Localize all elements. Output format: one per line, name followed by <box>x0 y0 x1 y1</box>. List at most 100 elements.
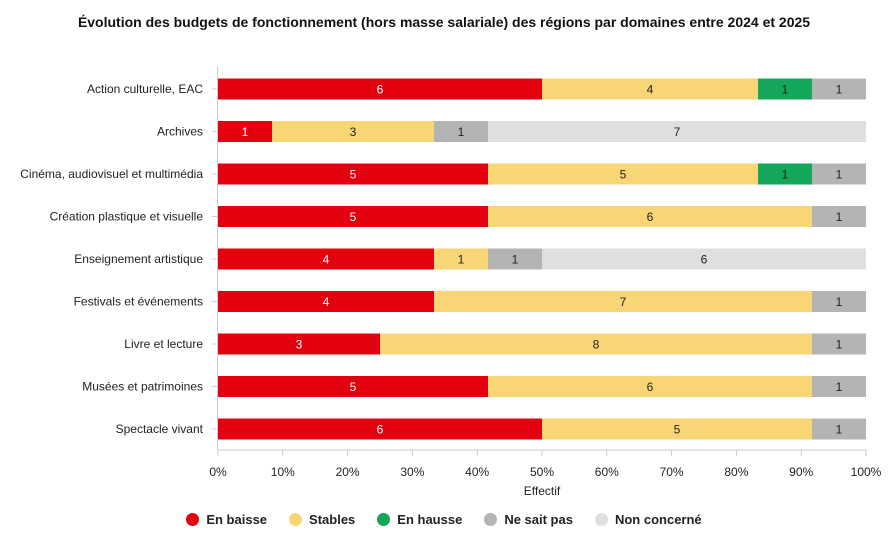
bar-segment <box>542 248 866 270</box>
data-label: 6 <box>377 83 384 97</box>
legend-label: En baisse <box>206 512 268 527</box>
category-label: Spectacle vivant <box>116 422 204 436</box>
data-label: 6 <box>647 210 654 224</box>
bar-segment <box>218 291 434 312</box>
category-label: Cinéma, audiovisuel et multimédia <box>20 167 203 181</box>
data-label: 8 <box>593 338 600 352</box>
bar-segment <box>542 418 812 440</box>
bar-segment <box>434 121 488 142</box>
legend-item[interactable]: Non concerné <box>594 512 702 527</box>
data-label: 7 <box>674 125 681 139</box>
data-label: 4 <box>647 83 654 97</box>
data-label: 5 <box>350 168 357 182</box>
bar-segment <box>812 418 866 440</box>
data-label: 3 <box>296 338 303 352</box>
legend-swatch-icon <box>377 513 391 526</box>
bar-segment <box>218 418 542 440</box>
data-label: 3 <box>350 125 357 139</box>
bar-segment <box>812 291 866 312</box>
bar-segment <box>218 121 272 142</box>
bar-segment <box>542 78 758 100</box>
legend-item[interactable]: Ne sait pas <box>484 512 573 527</box>
category-label: Archives <box>157 125 203 139</box>
data-label: 1 <box>836 83 843 97</box>
x-tick-label: 30% <box>400 465 424 479</box>
data-label: 6 <box>377 423 384 437</box>
data-label: 7 <box>620 295 627 309</box>
legend-label: Non concerné <box>614 512 702 527</box>
category-label: Enseignement artistique <box>74 252 203 266</box>
x-tick-label: 80% <box>724 465 748 479</box>
bar-segment <box>758 163 812 185</box>
legend-item[interactable]: Stables <box>289 512 355 527</box>
x-tick-label: 10% <box>271 465 295 479</box>
bar-segment <box>488 206 812 227</box>
x-tick-label: 0% <box>209 465 227 479</box>
category-label: Livre et lecture <box>124 337 203 351</box>
data-label: 5 <box>350 380 357 394</box>
x-tick-label: 70% <box>660 465 684 479</box>
bar-segment <box>812 78 866 100</box>
data-label: 1 <box>836 380 843 394</box>
data-label: 1 <box>782 83 789 97</box>
bar-segment <box>218 206 488 227</box>
legend-swatch-icon <box>289 513 303 526</box>
data-label: 1 <box>836 423 843 437</box>
legend: En baisse Stables En hausse Ne sait pas Non … <box>0 512 888 527</box>
bar-segment <box>434 248 488 270</box>
legend-swatch-icon <box>484 513 498 526</box>
x-tick-label: 60% <box>595 465 619 479</box>
bar-segment <box>488 248 542 270</box>
x-axis-title: Effectif <box>524 484 561 498</box>
data-label: 5 <box>674 423 681 437</box>
data-label: 1 <box>458 253 465 267</box>
x-tick-label: 20% <box>336 465 360 479</box>
legend-item[interactable]: En hausse <box>377 512 462 527</box>
data-label: 1 <box>836 210 843 224</box>
legend-swatch-icon <box>186 513 200 526</box>
bar-segment <box>434 291 812 312</box>
data-label: 6 <box>701 253 708 267</box>
data-label: 1 <box>458 125 465 139</box>
data-label: 1 <box>242 125 249 139</box>
bar-segment <box>218 78 542 100</box>
legend-label: Stables <box>309 512 356 527</box>
bar-segment <box>218 333 380 355</box>
x-tick-label: 50% <box>530 465 554 479</box>
bar-segment <box>218 163 488 185</box>
legend-label: Ne sait pas <box>504 512 573 527</box>
category-label: Musées et patrimoines <box>82 380 203 394</box>
data-label: 1 <box>836 295 843 309</box>
category-label: Festivals et événements <box>74 295 203 309</box>
bar-segment <box>380 333 812 355</box>
data-label: 5 <box>620 168 627 182</box>
data-label: 1 <box>512 253 519 267</box>
data-label: 4 <box>323 253 330 267</box>
chart-title: Évolution des budgets de fonctionnement … <box>77 14 811 30</box>
bar-segment <box>488 376 812 397</box>
bar-segment <box>488 121 866 142</box>
bar-segment <box>758 78 812 100</box>
category-label: Création plastique et visuelle <box>50 210 204 224</box>
bar-segment <box>812 376 866 397</box>
bar-segment <box>218 248 434 270</box>
category-label: Action culturelle, EAC <box>87 82 203 96</box>
legend-label: En hausse <box>397 512 463 527</box>
x-tick-label: 100% <box>851 465 882 479</box>
data-label: 6 <box>647 380 654 394</box>
bar-segment <box>272 121 434 142</box>
x-tick-label: 90% <box>789 465 813 479</box>
bar-segment <box>812 206 866 227</box>
legend-item[interactable]: En baisse <box>186 512 267 527</box>
data-label: 4 <box>323 295 330 309</box>
data-label: 1 <box>836 338 843 352</box>
x-tick-label: 40% <box>465 465 489 479</box>
bar-segment <box>812 163 866 185</box>
data-label: 1 <box>782 168 789 182</box>
legend-swatch-icon <box>594 513 608 526</box>
bar-segment <box>812 333 866 355</box>
bar-segment <box>488 163 758 185</box>
data-label: 1 <box>836 168 843 182</box>
data-label: 5 <box>350 210 357 224</box>
